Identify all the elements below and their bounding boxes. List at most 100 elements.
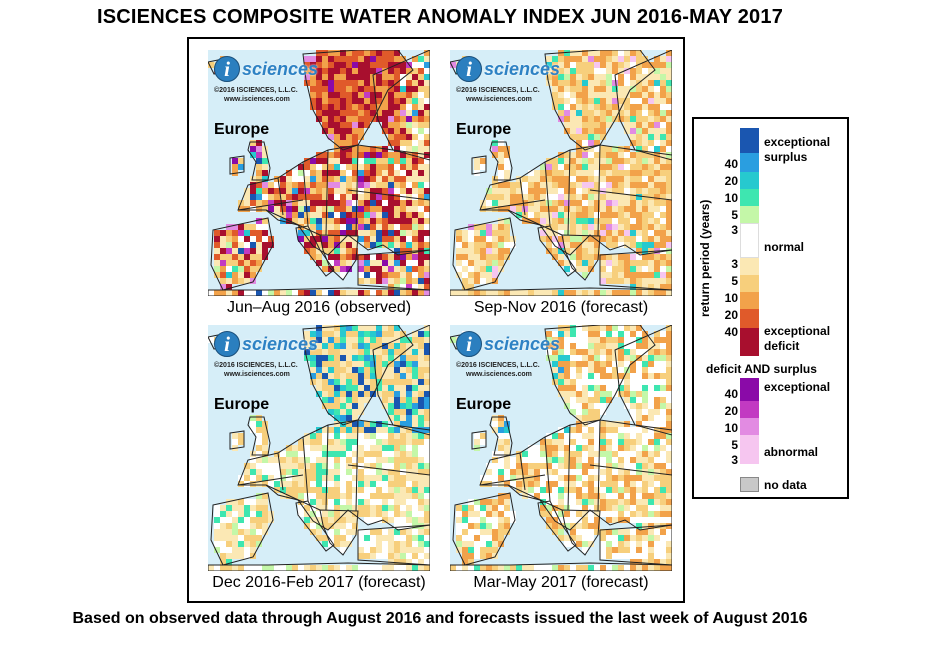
anomaly-cell [382,535,388,541]
anomaly-cell [322,206,328,212]
anomaly-cell [612,433,618,439]
anomaly-cell [582,445,588,451]
anomaly-cell [418,194,424,200]
anomaly-cell [346,403,352,409]
anomaly-cell [498,511,504,517]
anomaly-cell [376,92,382,98]
anomaly-cell [310,218,316,224]
anomaly-cell [328,433,334,439]
anomaly-cell [636,565,642,571]
anomaly-cell [612,176,618,182]
anomaly-cell [388,451,394,457]
anomaly-cell [418,104,424,110]
anomaly-cell [400,218,406,224]
anomaly-cell [606,427,612,433]
anomaly-cell [498,565,504,571]
anomaly-cell [498,248,504,254]
anomaly-cell [298,463,304,469]
anomaly-cell [316,337,322,343]
anomaly-cell [352,236,358,242]
anomaly-cell [346,505,352,511]
anomaly-cell [322,104,328,110]
anomaly-cell [624,62,630,68]
anomaly-cell [552,74,558,80]
anomaly-cell [486,541,492,547]
anomaly-cell [388,517,394,523]
anomaly-cell [358,499,364,505]
anomaly-cell [304,218,310,224]
anomaly-cell [244,535,250,541]
anomaly-cell [666,86,672,92]
anomaly-cell [226,511,232,517]
anomaly-cell [486,547,492,553]
anomaly-cell [208,565,214,571]
anomaly-cell [424,242,430,248]
anomaly-cell [388,337,394,343]
anomaly-cell [346,487,352,493]
copyright-block: ©2016 ISCIENCES, L.L.C. www.isciences.co… [456,361,540,379]
anomaly-cell [400,421,406,427]
anomaly-cell [504,433,510,439]
anomaly-cell [238,278,244,284]
anomaly-cell [334,218,340,224]
anomaly-cell [352,248,358,254]
legend: return period (years) 40 20 10 5 3 3 5 1… [692,117,849,499]
anomaly-cell [642,80,648,86]
anomaly-cell [654,547,660,553]
anomaly-cell [504,505,510,511]
anomaly-cell [576,62,582,68]
anomaly-cell [382,158,388,164]
anomaly-cell [268,188,274,194]
anomaly-cell [346,248,352,254]
anomaly-cell [624,553,630,559]
region-label: Europe [214,396,270,413]
anomaly-cell [564,337,570,343]
anomaly-cell [582,391,588,397]
anomaly-cell [642,349,648,355]
anomaly-cell [492,475,498,481]
anomaly-cell [256,439,262,445]
anomaly-cell [654,266,660,272]
anomaly-cell [600,505,606,511]
anomaly-cell [352,385,358,391]
anomaly-cell [340,337,346,343]
anomaly-cell [364,367,370,373]
anomaly-cell [244,278,250,284]
anomaly-cell [648,379,654,385]
anomaly-cell [364,50,370,56]
anomaly-cell [394,212,400,218]
anomaly-cell [492,176,498,182]
anomaly-cell [358,218,364,224]
anomaly-cell [316,254,322,260]
anomaly-cell [250,535,256,541]
anomaly-cell [358,260,364,266]
anomaly-cell [412,511,418,517]
anomaly-cell [486,194,492,200]
anomaly-cell [564,200,570,206]
anomaly-cell [388,80,394,86]
anomaly-cell [376,511,382,517]
anomaly-cell [606,50,612,56]
anomaly-cell [480,230,486,236]
anomaly-cell [594,146,600,152]
anomaly-cell [594,200,600,206]
anomaly-cell [400,104,406,110]
anomaly-cell [516,200,522,206]
anomaly-cell [406,224,412,230]
anomaly-cell [636,182,642,188]
anomaly-cell [316,182,322,188]
anomaly-cell [570,104,576,110]
anomaly-cell [298,188,304,194]
anomaly-cell [424,457,430,463]
anomaly-cell [412,529,418,535]
anomaly-cell [576,433,582,439]
anomaly-cell [370,200,376,206]
anomaly-cell [564,110,570,116]
anomaly-cell [528,194,534,200]
anomaly-cell [468,565,474,571]
anomaly-cell [576,451,582,457]
anomaly-cell [498,457,504,463]
anomaly-cell [280,481,286,487]
anomaly-cell [370,385,376,391]
anomaly-cell [606,367,612,373]
